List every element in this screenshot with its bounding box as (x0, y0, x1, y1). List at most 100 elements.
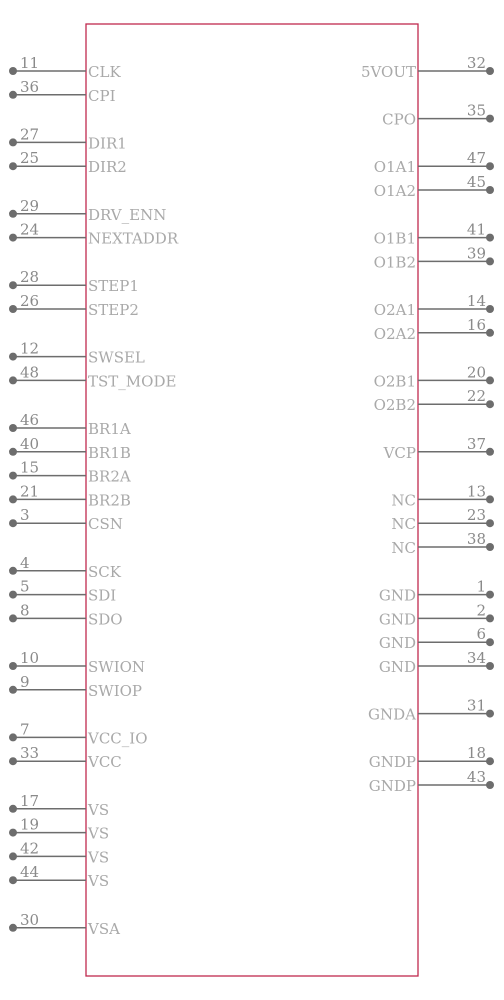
pin-40: 40 BR1B (9, 435, 131, 462)
pin-name: VS (87, 872, 109, 890)
pin-end-dot (486, 614, 494, 623)
pin-end-dot (9, 804, 17, 813)
pin-name: GNDP (369, 753, 416, 771)
pin-number: 43 (467, 768, 486, 786)
pin-end-dot (9, 305, 17, 313)
component-body (85, 23, 419, 977)
pin-end-dot (486, 495, 494, 504)
pin-21: 21 BR2B (9, 482, 131, 509)
pin-name: VCC (87, 753, 122, 771)
pin-11: 11 CLK (9, 54, 121, 81)
pin-name: GND (379, 587, 416, 605)
pin-number: 30 (20, 911, 39, 929)
pin-number: 17 (20, 792, 39, 810)
pin-15: 15 BR2A (9, 459, 131, 486)
pin-36: 36 CPI (9, 78, 116, 105)
pin-35: 35 CPO (382, 102, 494, 129)
pin-name: SWION (88, 658, 145, 676)
left-pin-group: 11 CLK 36 CPI 27 DIR1 25 DIR2 29 DRV_ENN 24 NEXTADD… (9, 54, 179, 938)
pin-name: BR1A (88, 420, 131, 438)
pin-end-dot (9, 495, 17, 504)
pin-number: 29 (20, 197, 39, 215)
pin-end-dot (9, 209, 17, 218)
pin-end-dot (486, 757, 494, 766)
pin-number: 28 (20, 268, 39, 286)
pin-name: O1B2 (374, 253, 416, 271)
pin-number: 41 (467, 221, 486, 239)
pin-1: 1 GND (379, 578, 494, 605)
pin-29: 29 DRV_ENN (9, 197, 166, 224)
pin-24: 24 NEXTADDR (9, 221, 179, 248)
pin-number: 36 (20, 78, 39, 96)
pin-number: 26 (20, 292, 39, 310)
pin-name: DRV_ENN (88, 206, 166, 224)
pin-number: 7 (20, 720, 30, 738)
pin-name: VCP (383, 444, 416, 462)
pin-28: 28 STEP1 (9, 268, 139, 295)
pin-end-dot (9, 828, 17, 837)
pin-number: 24 (20, 221, 39, 239)
pin-name: GND (379, 658, 416, 676)
pin-10: 10 SWION (9, 649, 145, 676)
pin-name: 5VOUT (361, 63, 416, 81)
pin-end-dot (9, 662, 17, 670)
pin-end-dot (486, 233, 494, 242)
pin-end-dot (9, 852, 17, 861)
pin-name: DIR2 (88, 158, 127, 176)
pin-number: 19 (20, 816, 39, 834)
pin-end-dot (9, 424, 17, 432)
pin-number: 23 (467, 506, 486, 524)
pin-44: 44 VS (9, 863, 109, 890)
pin-number: 35 (467, 102, 486, 120)
pin-end-dot (9, 614, 17, 623)
pin-31: 31 GNDA (368, 697, 494, 724)
pin-end-dot (9, 733, 17, 742)
pin-name: GND (379, 610, 416, 628)
pin-end-dot (9, 757, 17, 766)
pin-16: 16 O2A2 (374, 316, 494, 343)
pin-38: 38 NC (391, 530, 494, 557)
pin-22: 22 O2B2 (374, 387, 494, 414)
pin-6: 6 GND (379, 625, 494, 652)
pin-46: 46 BR1A (9, 411, 131, 438)
pin-end-dot (9, 138, 17, 147)
pin-end-dot (9, 876, 17, 885)
pin-end-dot (9, 352, 17, 361)
pin-name: CSN (88, 515, 123, 533)
pin-number: 27 (20, 125, 39, 143)
pin-47: 47 O1A1 (374, 149, 494, 176)
pin-end-dot (9, 590, 17, 599)
pin-name: DIR1 (88, 134, 127, 152)
pin-19: 19 VS (9, 816, 109, 843)
pin-number: 34 (467, 649, 486, 667)
pin-20: 20 O2B1 (374, 363, 494, 390)
pin-end-dot (9, 90, 17, 99)
pin-name: CLK (88, 63, 121, 81)
pin-name: STEP2 (88, 301, 139, 319)
pin-number: 3 (20, 506, 30, 524)
pin-end-dot (9, 162, 17, 171)
pin-end-dot (486, 447, 494, 456)
pin-name: VS (87, 825, 109, 843)
pin-end-dot (9, 376, 17, 385)
pin-name: BR2A (88, 468, 131, 486)
pin-27: 27 DIR1 (9, 125, 127, 152)
pin-7: 7 VCC_IO (9, 720, 148, 747)
pin-number: 46 (20, 411, 39, 429)
pin-end-dot (486, 114, 494, 123)
pin-name: O2B1 (374, 372, 416, 390)
pin-end-dot (9, 471, 17, 480)
pin-number: 8 (20, 601, 30, 619)
pin-end-dot (486, 662, 494, 670)
pin-30: 30 VSA (9, 911, 120, 938)
pin-42: 42 VS (9, 839, 109, 866)
pin-26: 26 STEP2 (9, 292, 139, 319)
pin-end-dot (486, 400, 494, 409)
pin-number: 44 (20, 863, 39, 881)
pin-37: 37 VCP (383, 435, 494, 462)
right-pin-group: 32 5VOUT 35 CPO 47 O1A1 45 O1A2 41 O1B1 39 O1B2 14 O2… (361, 54, 494, 795)
pin-end-dot (9, 447, 17, 456)
pin-name: TST_MODE (88, 372, 176, 390)
pin-17: 17 VS (9, 792, 109, 819)
pin-number: 16 (467, 316, 486, 334)
